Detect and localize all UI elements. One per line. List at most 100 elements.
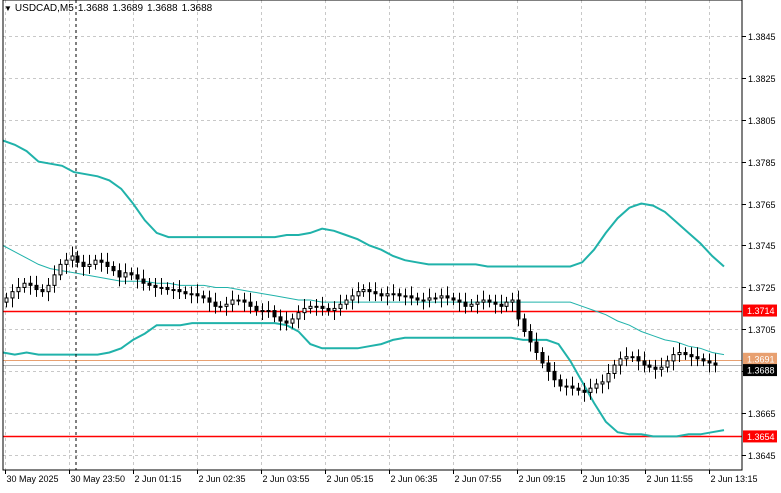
bollinger-lower-line <box>2 322 725 438</box>
candle-body <box>612 364 617 374</box>
candle-body <box>278 316 283 322</box>
candle-body <box>701 358 706 362</box>
candle-body <box>308 305 313 309</box>
candle-body <box>171 289 176 292</box>
candle-body <box>123 272 128 278</box>
candle-body <box>183 291 188 295</box>
level-price-label-bg <box>743 304 777 317</box>
candle-body <box>433 297 438 300</box>
candle-body <box>576 387 581 391</box>
candle-body <box>397 293 402 297</box>
candle-body <box>534 341 539 354</box>
candle-body <box>659 366 664 370</box>
dropdown-triangle-icon[interactable]: ▼ <box>4 4 12 13</box>
candle-body <box>540 352 545 364</box>
time-tick-label: 30 May 2025 <box>7 474 59 484</box>
candle-body <box>445 295 450 299</box>
candle-body <box>236 299 241 302</box>
candle-body <box>421 299 426 302</box>
candle-body <box>87 263 92 267</box>
level-price-label: 1.3654 <box>747 432 775 442</box>
candle-body <box>135 274 140 280</box>
candle-body <box>195 293 200 297</box>
candle-body <box>46 284 51 293</box>
candle-body <box>177 289 182 293</box>
symbol-label: USDCAD,M5 <box>14 3 74 14</box>
candle-body <box>147 282 152 286</box>
candle-body <box>141 278 146 284</box>
bid-price-label-bg <box>743 352 777 365</box>
candle-body <box>302 307 307 314</box>
time-axis: 30 May 2025 30 May 23:50 2 Jun 01:15 2 Jun … <box>5 470 758 484</box>
candle-body <box>367 289 372 293</box>
candle-body <box>528 331 533 343</box>
plot-frame <box>2 0 743 471</box>
ohlc-close: 1.3688 <box>181 3 213 14</box>
current-price-label-bg <box>743 364 777 377</box>
candle-body <box>153 284 158 288</box>
price-tick-label: 1.3705 <box>748 325 776 335</box>
price-tick-label: 1.3825 <box>748 74 776 84</box>
ohlc-low: 1.3688 <box>147 3 178 14</box>
candle-body <box>58 263 63 276</box>
bid-price-label: 1.3691 <box>747 354 775 364</box>
candle-body <box>290 318 295 324</box>
level-price-label-bg <box>743 430 777 443</box>
time-tick-label: 2 Jun 10:35 <box>583 474 630 484</box>
candle-body <box>40 289 45 293</box>
candle-body <box>665 360 670 368</box>
candle-body <box>510 299 515 303</box>
candle-body <box>224 303 229 307</box>
candle-body <box>439 295 444 299</box>
time-tick-label: 2 Jun 02:35 <box>199 474 246 484</box>
candle-body <box>242 299 247 303</box>
candle-body <box>207 297 212 303</box>
candle-body <box>379 293 384 297</box>
candle-body <box>516 299 521 320</box>
time-tick-label: 2 Jun 13:15 <box>711 474 758 484</box>
candle-body <box>213 301 218 307</box>
candle-body <box>391 293 396 296</box>
candle-body <box>570 385 575 389</box>
candle-body <box>129 272 134 276</box>
price-tick-label: 1.3745 <box>748 241 776 251</box>
candle-body <box>481 299 486 303</box>
candle-body <box>272 310 277 318</box>
candle-body <box>296 312 301 320</box>
candle-body <box>415 297 420 301</box>
candle-body <box>64 259 69 265</box>
price-tick-label: 1.3845 <box>748 32 776 42</box>
time-tick-label: 2 Jun 07:55 <box>455 474 502 484</box>
candle-body <box>475 301 480 305</box>
price-tick-label: 1.3645 <box>748 451 776 461</box>
candle-body <box>165 286 170 291</box>
candle-body <box>201 295 206 299</box>
candle-body <box>427 297 432 301</box>
candle-body <box>713 362 718 366</box>
candle-body <box>689 354 694 358</box>
candle-body <box>588 387 593 393</box>
candle-body <box>10 291 15 299</box>
candle-body <box>230 299 235 305</box>
candle-body <box>260 310 265 313</box>
candle-body <box>618 358 623 366</box>
candle-body <box>564 385 569 388</box>
ohlc-high: 1.3689 <box>112 3 144 14</box>
time-tick-label: 2 Jun 06:35 <box>391 474 438 484</box>
candle-body <box>653 366 658 370</box>
candle-body <box>159 286 164 289</box>
candle-body <box>636 356 641 362</box>
current-price-label: 1.3688 <box>747 366 775 376</box>
candle-body <box>189 293 194 296</box>
price-labels: 1.3714 1.3654 1.3691 1.3688 <box>743 304 777 443</box>
grid <box>3 0 742 470</box>
candle-body <box>504 301 509 307</box>
bollinger-upper-line <box>2 139 725 268</box>
candle-body <box>70 255 75 261</box>
candle-body <box>457 299 462 303</box>
candle-body <box>266 310 271 313</box>
price-tick-label: 1.3805 <box>748 116 776 126</box>
candle-body <box>642 360 647 366</box>
